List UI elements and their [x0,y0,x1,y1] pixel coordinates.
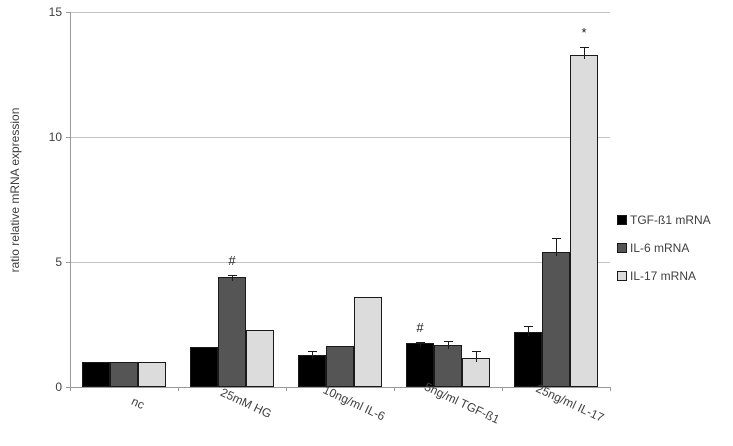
y-tick-label: 15 [48,5,62,19]
x-category-label: 25mM HG [218,385,274,421]
error-bar-cap [472,350,481,352]
bar [542,252,570,387]
y-tick-label: 10 [48,130,62,144]
legend-label: TGF-ß1 mRNA [630,213,711,227]
bar [434,344,462,387]
x-axis-line [70,387,611,388]
error-bar-cap [444,340,453,342]
error-bar-stem [476,350,477,363]
bar [138,362,166,387]
y-axis-tick [66,262,70,263]
gridline [70,137,610,138]
error-bar-stem [312,350,313,359]
bar [462,358,490,387]
error-bar-stem [448,340,449,349]
gridline [70,12,610,13]
gridline [70,262,610,263]
bar [110,362,138,387]
y-axis-tick [66,137,70,138]
x-axis-tick [70,387,71,391]
bar [326,345,354,387]
significance-marker: # [228,253,236,268]
error-bar-stem [232,275,233,281]
bar [190,347,218,387]
y-axis-tick [66,387,70,388]
bar [406,343,434,387]
error-bar-cap [580,47,589,48]
error-bar-stem [528,325,529,336]
error-bar-stem [420,342,421,348]
x-axis-tick [502,387,503,391]
legend-swatch [617,243,627,253]
bar [246,329,274,387]
x-category-label: nc [129,393,147,413]
legend-label: IL-17 mRNA [630,269,697,283]
bar [298,354,326,387]
x-axis-tick [286,387,287,391]
error-bar-stem [556,238,557,256]
bar [570,54,598,387]
y-axis-line [70,12,71,387]
y-axis-tick [66,12,70,13]
bar [354,297,382,387]
error-bar-stem [584,47,585,59]
y-tick-label: 0 [55,380,62,394]
legend-swatch [617,215,627,225]
bar [514,332,542,387]
error-bar-cap [552,238,561,240]
bar [218,277,246,387]
error-bar-cap [308,350,317,352]
legend-item: IL-6 mRNA [617,241,711,255]
x-axis-tick [610,387,611,391]
significance-marker: * [581,25,587,40]
legend-label: IL-6 mRNA [630,241,690,255]
error-bar-cap [228,275,237,276]
legend-item: TGF-ß1 mRNA [617,213,711,227]
legend: TGF-ß1 mRNA IL-6 mRNA IL-17 mRNA [617,213,711,297]
x-axis-tick [178,387,179,391]
bar [82,362,110,387]
significance-marker: # [416,320,424,335]
error-bar-cap [416,342,425,343]
legend-swatch [617,271,627,281]
x-category-label: 10ng/ml IL-6 [320,382,388,424]
x-axis-tick [394,387,395,391]
error-bar-cap [524,325,533,327]
y-tick-label: 5 [55,255,62,269]
legend-item: IL-17 mRNA [617,269,711,283]
